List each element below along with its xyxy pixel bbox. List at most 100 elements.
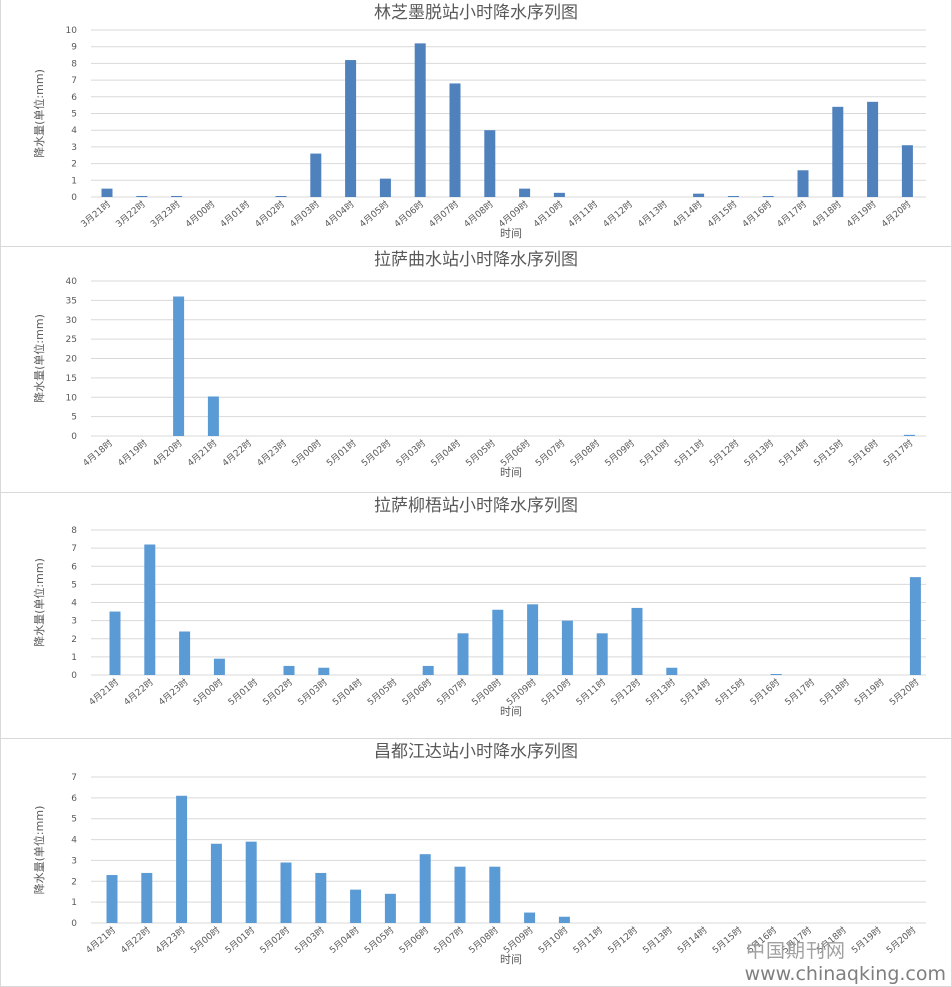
- x-tick-label: 4月21时: [185, 437, 220, 469]
- x-tick-label: 5月06时: [396, 924, 431, 956]
- bar: [524, 912, 536, 923]
- x-tick-label: 4月05时: [357, 198, 392, 230]
- x-tick-label: 5月11时: [672, 437, 707, 469]
- x-tick-label: 5月15时: [710, 924, 745, 956]
- bar: [414, 43, 426, 197]
- x-tick-label: 5月13时: [640, 924, 675, 956]
- x-tick-label: 4月21时: [83, 924, 118, 956]
- x-tick-label: 5月17时: [782, 676, 817, 708]
- x-tick-label: 5月03时: [295, 676, 330, 708]
- chart-panel-qamdo-jomda: 昌都江达站小时降水序列图 0 1 2 3 4 5 6 7 4月21时 4月22时 4月23时 5月00时…: [0, 739, 952, 987]
- x-tick-label: 5月15时: [713, 676, 748, 708]
- x-tick-label: 4月22时: [219, 437, 254, 469]
- x-tick-label: 5月01时: [222, 924, 257, 956]
- bar: [901, 145, 913, 197]
- chart-svg: 昌都江达站小时降水序列图 0 1 2 3 4 5 6 7 4月21时 4月22时 4月23时 5月00时…: [32, 742, 926, 966]
- bar: [492, 609, 504, 675]
- y-tick-label: 40: [66, 277, 78, 287]
- x-tick-label: 5月02时: [359, 437, 394, 469]
- x-tick-label: 4月21时: [86, 676, 121, 708]
- bar: [109, 611, 121, 675]
- x-tick-label: 5月05时: [365, 676, 400, 708]
- y-tick-label: 3: [71, 143, 77, 153]
- x-tick-label: 5月02时: [260, 676, 295, 708]
- x-tick-label: 4月12时: [600, 198, 635, 230]
- x-tick-label: 5月03时: [292, 924, 327, 956]
- bar: [141, 872, 153, 923]
- x-tick-label: 5月05时: [463, 437, 498, 469]
- x-tick-label: 4月02时: [252, 198, 287, 230]
- x-tick-label: 4月22时: [118, 924, 153, 956]
- bar: [176, 795, 188, 923]
- x-tick-label: 5月19时: [849, 924, 884, 956]
- bar: [762, 196, 774, 197]
- x-tick-label: 5月05时: [362, 924, 397, 956]
- bar: [283, 665, 295, 675]
- bar: [144, 544, 156, 675]
- x-tick-label: 5月07时: [431, 924, 466, 956]
- y-tick-label: 8: [71, 526, 77, 536]
- bar: [245, 841, 257, 923]
- bar: [345, 60, 357, 198]
- bar: [210, 843, 222, 923]
- x-tick-label: 5月00时: [188, 924, 223, 956]
- x-tick-label: 5月10时: [637, 437, 672, 469]
- y-axis-label: 降水量(单位:mm): [32, 558, 46, 647]
- x-tick-label: 5月12时: [608, 676, 643, 708]
- x-tick-label: 4月14时: [670, 198, 705, 230]
- x-tick-label: 5月08时: [567, 437, 602, 469]
- x-tick-label: 3月21时: [78, 198, 113, 230]
- x-tick-label: 5月19时: [852, 676, 887, 708]
- y-tick-label: 5: [71, 580, 77, 590]
- y-tick-label: 15: [66, 374, 77, 384]
- chart-title: 拉萨曲水站小时降水序列图: [374, 250, 578, 270]
- x-tick-label: 4月00时: [183, 198, 218, 230]
- bar: [213, 658, 225, 675]
- bar: [484, 130, 496, 197]
- y-tick-label: 10: [66, 26, 78, 36]
- bar: [770, 674, 782, 675]
- bar: [519, 188, 531, 197]
- x-tick-label: 5月12时: [707, 437, 742, 469]
- y-tick-label: 5: [71, 110, 77, 120]
- x-tick-label: 5月12时: [605, 924, 640, 956]
- bar: [832, 106, 844, 197]
- x-tick-label: 4月11时: [565, 198, 600, 230]
- x-tick-label: 5月14时: [776, 437, 811, 469]
- y-tick-label: 7: [71, 773, 77, 783]
- x-tick-label: 5月01时: [324, 437, 359, 469]
- y-tick-label: 1: [71, 898, 77, 908]
- y-tick-label: 0: [71, 919, 77, 929]
- x-tick-label: 5月14时: [678, 676, 713, 708]
- x-tick-label: 5月04时: [428, 437, 463, 469]
- x-tick-label: 5月16时: [846, 437, 881, 469]
- x-axis-label: 时间: [500, 466, 522, 479]
- bar: [171, 196, 183, 197]
- x-tick-label: 4月13时: [635, 198, 670, 230]
- y-tick-label: 35: [66, 296, 77, 306]
- y-tick-label: 5: [71, 413, 77, 423]
- y-axis-label: 降水量(单位:mm): [32, 806, 46, 895]
- bar: [136, 196, 148, 197]
- y-tick-label: 0: [71, 193, 77, 203]
- x-tick-label: 5月03时: [393, 437, 428, 469]
- chart-svg: 拉萨柳梧站小时降水序列图 0 1 2 3 4 5 6 7 8 4月21时 4月22时 4月23时 5月00…: [32, 496, 926, 718]
- bar: [909, 577, 921, 675]
- y-tick-label: 7: [71, 544, 77, 554]
- y-tick-label: 2: [71, 160, 77, 170]
- x-tick-label: 5月04时: [330, 676, 365, 708]
- x-tick-label: 5月07时: [533, 437, 568, 469]
- x-tick-label: 4月20时: [150, 437, 185, 469]
- x-tick-label: 5月00时: [289, 437, 324, 469]
- x-tick-label: 4月03时: [287, 198, 322, 230]
- x-tick-label: 5月18时: [814, 924, 849, 956]
- y-tick-label: 6: [71, 562, 77, 572]
- x-tick-label: 4月17时: [774, 198, 809, 230]
- bar: [419, 854, 431, 923]
- chart-title: 昌都江达站小时降水序列图: [374, 742, 578, 762]
- y-tick-label: 1: [71, 176, 77, 186]
- x-tick-label: 5月01时: [225, 676, 260, 708]
- chart-title: 拉萨柳梧站小时降水序列图: [374, 496, 578, 516]
- x-tick-label: 5月08时: [469, 676, 504, 708]
- bar: [315, 872, 327, 923]
